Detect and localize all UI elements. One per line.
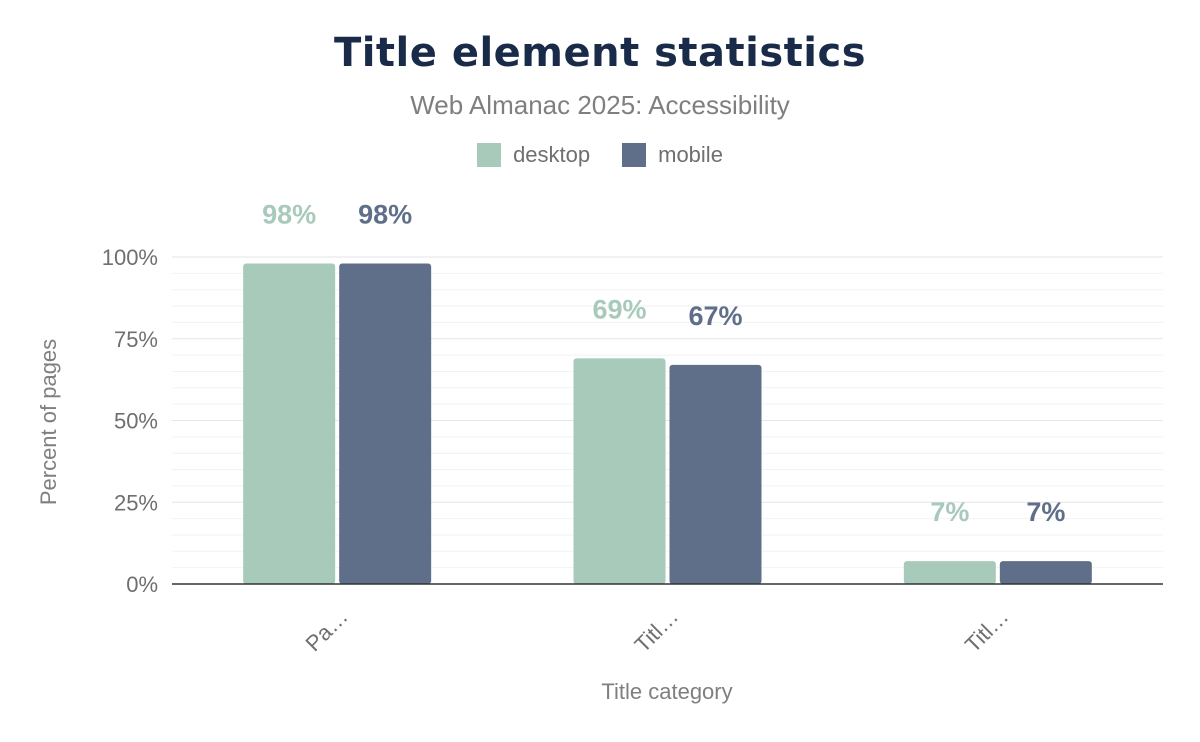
data-label-mobile: 98% [358,200,412,230]
data-label-desktop: 98% [262,200,316,230]
y-tick-label: 25% [114,490,158,515]
grid-lines [172,256,1163,569]
legend-label-mobile: mobile [658,142,723,167]
bar-desktop [903,561,996,584]
x-axis-ticks: Pa… Titl… Titl… [300,604,1013,657]
bar-desktop [573,358,666,584]
legend: desktop mobile [0,142,1200,168]
data-label-desktop: 7% [930,497,969,527]
x-tick-label: Pa… [300,604,352,656]
data-label-mobile: 67% [688,301,742,331]
y-axis-ticks: 0% 25% 50% 75% 100% [102,245,158,597]
data-label-mobile: 7% [1026,497,1065,527]
bars [243,263,1092,584]
x-tick-label: Titl… [960,604,1013,657]
y-tick-label: 75% [114,327,158,352]
y-tick-label: 50% [114,409,158,434]
y-tick-label: 0% [126,572,158,597]
data-labels: 98% 98% 69% 67% 7% 7% [262,200,1065,528]
y-axis-label: Percent of pages [36,339,61,505]
bar-mobile [669,364,762,584]
bar-mobile [339,263,432,584]
data-label-desktop: 69% [592,294,646,324]
legend-item-desktop[interactable]: desktop [477,142,590,168]
legend-swatch-mobile [622,143,647,167]
chart-subtitle: Web Almanac 2025: Accessibility [410,90,790,120]
legend-swatch-desktop [477,143,502,167]
x-tick-label: Titl… [630,604,683,657]
legend-item-mobile[interactable]: mobile [622,142,723,168]
y-tick-label: 100% [102,245,158,270]
x-axis-label: Title category [601,679,732,704]
bar-mobile [999,561,1092,584]
bar-desktop [243,263,336,584]
legend-label-desktop: desktop [513,142,591,167]
chart-title: Title element statistics [333,30,867,76]
